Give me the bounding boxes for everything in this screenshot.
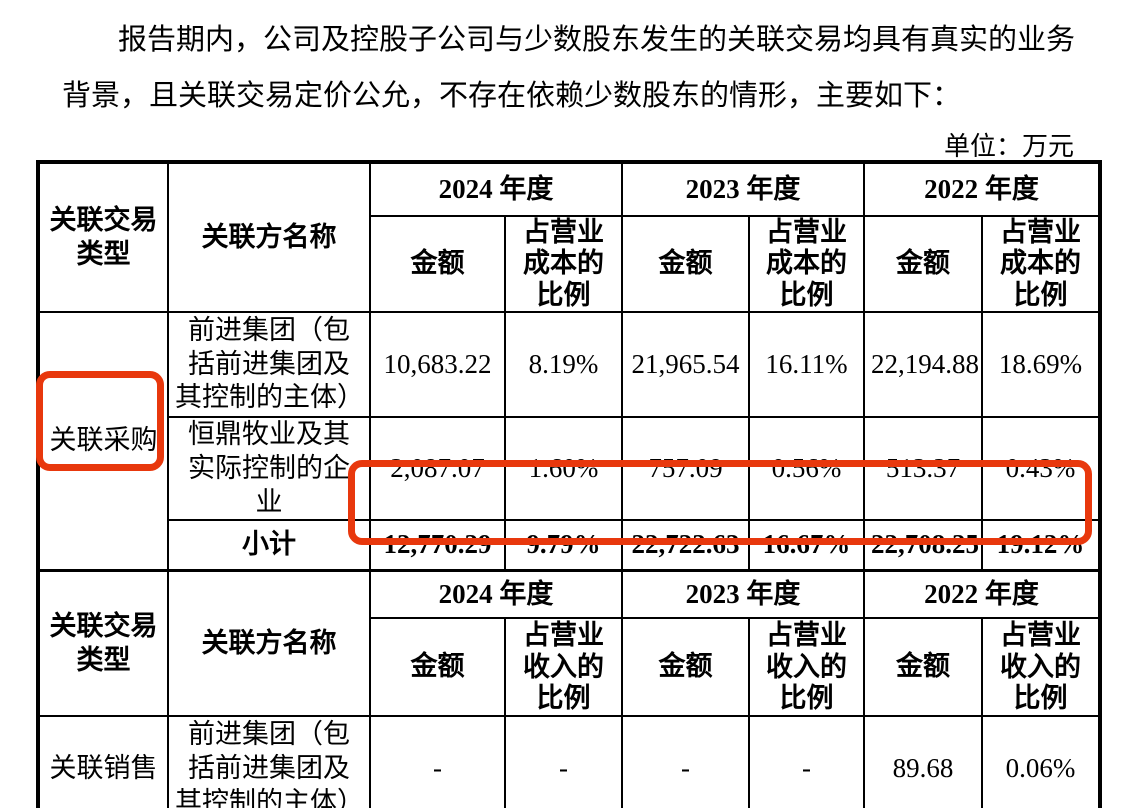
amount-header-2022: 金额 bbox=[863, 215, 983, 313]
amount-header-2022: 金额 bbox=[863, 617, 983, 718]
subtotal-amount-cell: 22,722.63 bbox=[621, 519, 750, 572]
amount-cell: - bbox=[621, 715, 750, 808]
ratio-cell: 1.60% bbox=[504, 415, 623, 522]
amount-cell: 21,965.54 bbox=[621, 311, 750, 418]
subtotal-ratio-cell: 9.79% bbox=[504, 519, 623, 572]
cost-ratio-header-2024: 占营业 成本的 比例 bbox=[504, 215, 623, 313]
subtotal-label: 小计 bbox=[167, 519, 371, 572]
col-header-party-name: 关联方名称 bbox=[167, 568, 371, 718]
ratio-cell: 0.43% bbox=[981, 415, 1101, 522]
table-row: 恒鼎牧业及其实际控制的企业 2,087.07 1.60% 757.09 0.56… bbox=[38, 415, 1101, 522]
intro-text-line1: 报告期内，公司及控股子公司与少数股东发生的关联交易均具有真实的业务 bbox=[118, 24, 1076, 56]
annotation-box-subtotal-values bbox=[348, 460, 1092, 545]
year-header-2023: 2023 年度 bbox=[621, 568, 865, 620]
revenue-ratio-header-2022: 占营业 收入的 比例 bbox=[981, 617, 1101, 718]
ratio-cell: - bbox=[504, 715, 623, 808]
col-header-transaction-type: 关联交易类型 bbox=[37, 161, 169, 313]
ratio-cell: - bbox=[748, 715, 865, 808]
cost-ratio-header-2022: 占营业 成本的 比例 bbox=[981, 215, 1101, 313]
party-name-cell: 前进集团（包括前进集团及其控制的主体） bbox=[167, 715, 371, 808]
transaction-type-sales-cell: 关联销售 bbox=[37, 715, 169, 808]
annotation-box-purchase-type bbox=[36, 371, 164, 471]
amount-cell: 2,087.07 bbox=[369, 415, 506, 522]
table-row: 关联交易类型 关联方名称 2024 年度 2023 年度 2022 年度 bbox=[37, 161, 1101, 313]
table-row: 关联采购 前进集团（包括前进集团及其控制的主体） 10,683.22 8.19%… bbox=[37, 310, 1101, 572]
amount-header-2024: 金额 bbox=[369, 215, 506, 313]
table-row: 关联交易类型 关联方名称 2024 年度 2023 年度 2022 年度 bbox=[37, 568, 1101, 718]
ratio-cell: 0.06% bbox=[981, 715, 1101, 808]
table-row: 金额 占营业 成本的 比例 金额 占营业 成本的 比例 金额 占营业 成本的 比… bbox=[38, 215, 1101, 313]
year-header-2022: 2022 年度 bbox=[863, 568, 1101, 620]
amount-cell: 22,194.88 bbox=[863, 311, 983, 418]
transaction-type-purchase-cell: 关联采购 bbox=[37, 310, 169, 572]
year-header-2024: 2024 年度 bbox=[369, 568, 623, 620]
amount-cell: 757.09 bbox=[621, 415, 750, 522]
col-header-transaction-type: 关联交易类型 bbox=[37, 568, 169, 718]
revenue-ratio-header-2024: 占营业 收入的 比例 bbox=[504, 617, 623, 718]
unit-label: 单位：万元 bbox=[943, 132, 1074, 161]
amount-header-2024: 金额 bbox=[369, 617, 506, 718]
ratio-cell: 16.11% bbox=[748, 311, 865, 418]
party-name-cell: 恒鼎牧业及其实际控制的企业 bbox=[167, 415, 371, 522]
year-header-2022: 2022 年度 bbox=[863, 161, 1101, 217]
cost-ratio-header-2023: 占营业 成本的 比例 bbox=[748, 215, 865, 313]
table-row: 金额 占营业 收入的 比例 金额 占营业 收入的 比例 金额 占营业 收入的 比… bbox=[38, 617, 1101, 718]
ratio-cell: 0.56% bbox=[748, 415, 865, 522]
party-name-cell: 前进集团（包括前进集团及其控制的主体） bbox=[167, 311, 371, 418]
ratio-cell: 18.69% bbox=[981, 311, 1101, 418]
table-row: 关联销售 前进集团（包括前进集团及其控制的主体） - - - - 89.68 0… bbox=[37, 715, 1101, 808]
col-header-party-name: 关联方名称 bbox=[167, 161, 371, 313]
amount-header-2023: 金额 bbox=[621, 215, 750, 313]
subtotal-row: 小计 12,770.29 9.79% 22,722.63 16.67% 22,7… bbox=[38, 519, 1101, 572]
related-party-transactions-table: 关联交易类型 关联方名称 2024 年度 2023 年度 2022 年度 金额 … bbox=[36, 160, 1102, 808]
amount-cell: 513.37 bbox=[863, 415, 983, 522]
intro-text-line2: 背景，且关联交易定价公允，不存在依赖少数股东的情形，主要如下： bbox=[62, 80, 962, 112]
year-header-2024: 2024 年度 bbox=[369, 161, 623, 217]
subtotal-amount-cell: 12,770.29 bbox=[369, 519, 506, 572]
revenue-ratio-header-2023: 占营业 收入的 比例 bbox=[748, 617, 865, 718]
amount-header-2023: 金额 bbox=[621, 617, 750, 718]
year-header-2023: 2023 年度 bbox=[621, 161, 865, 217]
amount-cell: 10,683.22 bbox=[369, 311, 506, 418]
amount-cell: - bbox=[369, 715, 506, 808]
amount-cell: 89.68 bbox=[863, 715, 983, 808]
ratio-cell: 8.19% bbox=[504, 311, 623, 418]
